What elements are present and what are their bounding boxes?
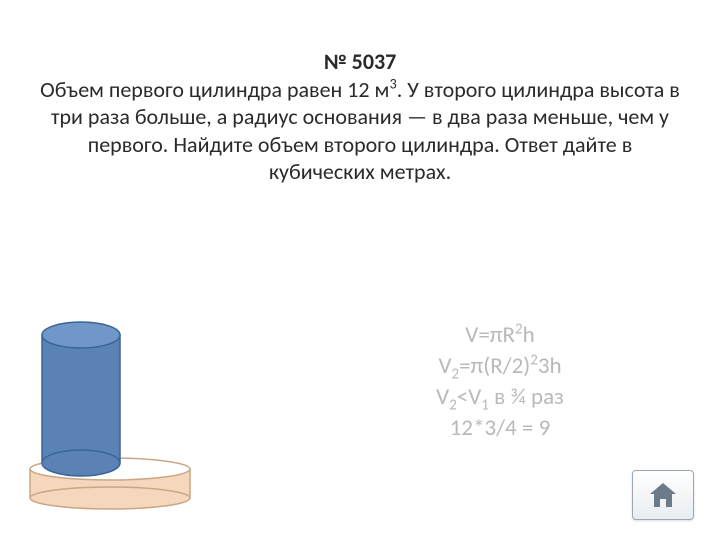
solution-line: V=πR2h [340, 320, 660, 351]
solution-block: V=πR2h V2=π(R/2)23h V2<V1 в ¾ раз 12*3/4… [340, 320, 660, 444]
cylinders-figure [28, 310, 228, 520]
problem-text: № 5037 Объем первого цилиндра равен 12 м… [40, 48, 680, 186]
home-button[interactable] [632, 470, 694, 520]
home-icon [646, 480, 680, 510]
tall-cylinder [42, 322, 120, 476]
solution-line: V2=π(R/2)23h [340, 351, 660, 382]
solution-line: V2<V1 в ¾ раз [340, 382, 660, 413]
problem-body: Объем первого цилиндра равен 12 м3. У вт… [40, 76, 680, 186]
problem-number: № 5037 [324, 48, 397, 75]
solution-line: 12*3/4 = 9 [340, 413, 660, 444]
